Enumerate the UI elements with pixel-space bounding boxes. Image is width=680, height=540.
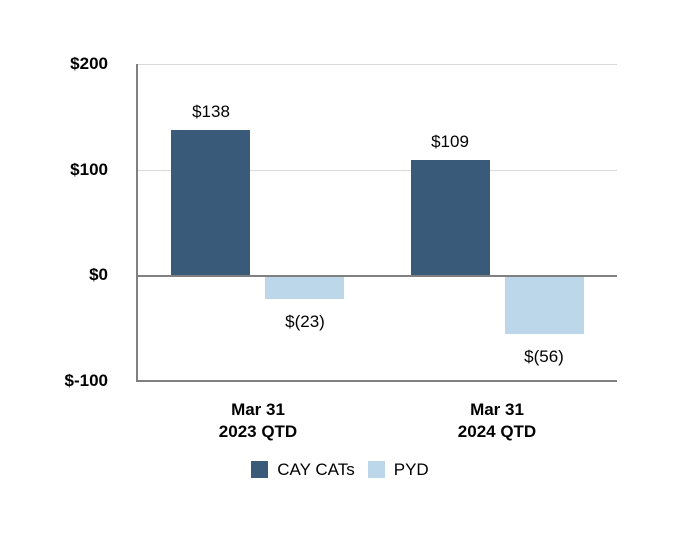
bar-pyd-1 — [505, 275, 584, 334]
legend-item-pyd: PYD — [367, 459, 429, 480]
zero-line — [138, 275, 617, 277]
x-category-label: Mar 31 2024 QTD — [417, 399, 577, 443]
x-label-line2: 2024 QTD — [457, 422, 537, 441]
y-tick-label: $0 — [89, 265, 108, 284]
plot-area: $138 $109 $(23) $(56) — [136, 64, 617, 382]
bar-value-label: $(23) — [285, 312, 325, 331]
x-label-line2: 2023 QTD — [218, 422, 298, 441]
legend-item-cay-cats: CAY CATs — [251, 459, 355, 480]
legend-swatch-icon — [251, 461, 269, 478]
bar-value-label: $(56) — [524, 347, 564, 366]
bar-cay-cats-0 — [171, 130, 250, 276]
bar-pyd-0 — [265, 275, 344, 299]
y-tick-label: $100 — [70, 160, 108, 179]
legend: CAY CATs PYD — [0, 459, 680, 480]
legend-label: PYD — [393, 460, 429, 479]
y-tick-label: $-100 — [64, 371, 108, 390]
y-axis-line — [136, 64, 138, 382]
gridline — [138, 380, 617, 382]
bar-value-label: $109 — [431, 132, 469, 151]
y-tick-label: $200 — [70, 54, 108, 73]
gridline — [138, 170, 617, 171]
x-label-line1: Mar 31 — [231, 400, 285, 419]
legend-swatch-icon — [367, 461, 385, 478]
bar-cay-cats-1 — [411, 160, 490, 275]
x-category-label: Mar 31 2023 QTD — [178, 399, 338, 443]
bar-value-label: $138 — [192, 102, 230, 121]
x-label-line1: Mar 31 — [470, 400, 524, 419]
legend-label: CAY CATs — [277, 460, 355, 479]
gridline — [138, 64, 617, 65]
